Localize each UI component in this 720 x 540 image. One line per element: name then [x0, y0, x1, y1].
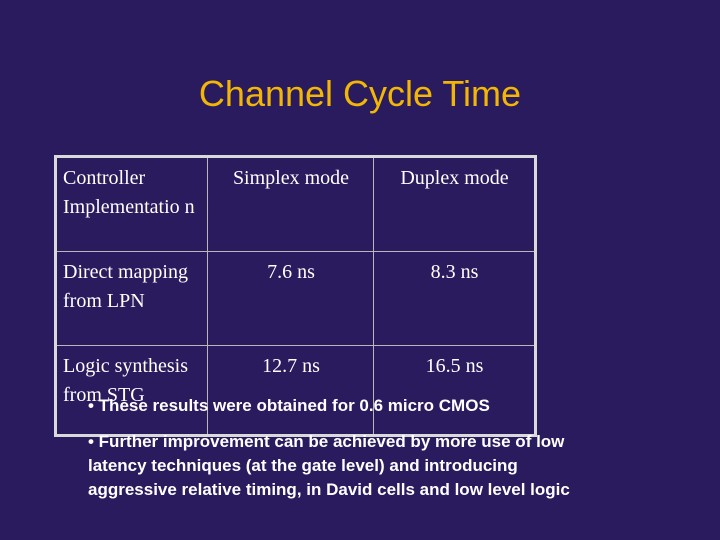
table-header-row: Controller Implementatio n Simplex mode …: [55, 156, 536, 252]
header-duplex: Duplex mode: [373, 156, 536, 252]
bullet-item: • These results were obtained for 0.6 mi…: [88, 396, 490, 415]
row-label-direct-mapping: Direct mapping from LPN: [55, 251, 208, 346]
bullet-list: • These results were obtained for 0.6 mi…: [88, 394, 608, 514]
cell-duplex-logic: 16.5 ns: [373, 345, 536, 436]
bullet-item: • Further improvement can be achieved by…: [88, 432, 570, 499]
cell-simplex-logic: 12.7 ns: [207, 345, 374, 436]
cell-simplex-direct: 7.6 ns: [207, 251, 374, 346]
slide-title: Channel Cycle Time: [198, 73, 522, 114]
cell-duplex-direct: 8.3 ns: [373, 251, 536, 346]
table-row: Direct mapping from LPN 7.6 ns 8.3 ns: [55, 251, 536, 346]
table-row: Logic synthesis from STG 12.7 ns 16.5 ns: [55, 345, 536, 436]
results-table: Controller Implementatio n Simplex mode …: [54, 155, 537, 437]
header-simplex: Simplex mode: [207, 156, 374, 252]
header-controller: Controller Implementatio n: [55, 156, 208, 252]
row-label-logic-synthesis: Logic synthesis from STG: [55, 345, 208, 436]
